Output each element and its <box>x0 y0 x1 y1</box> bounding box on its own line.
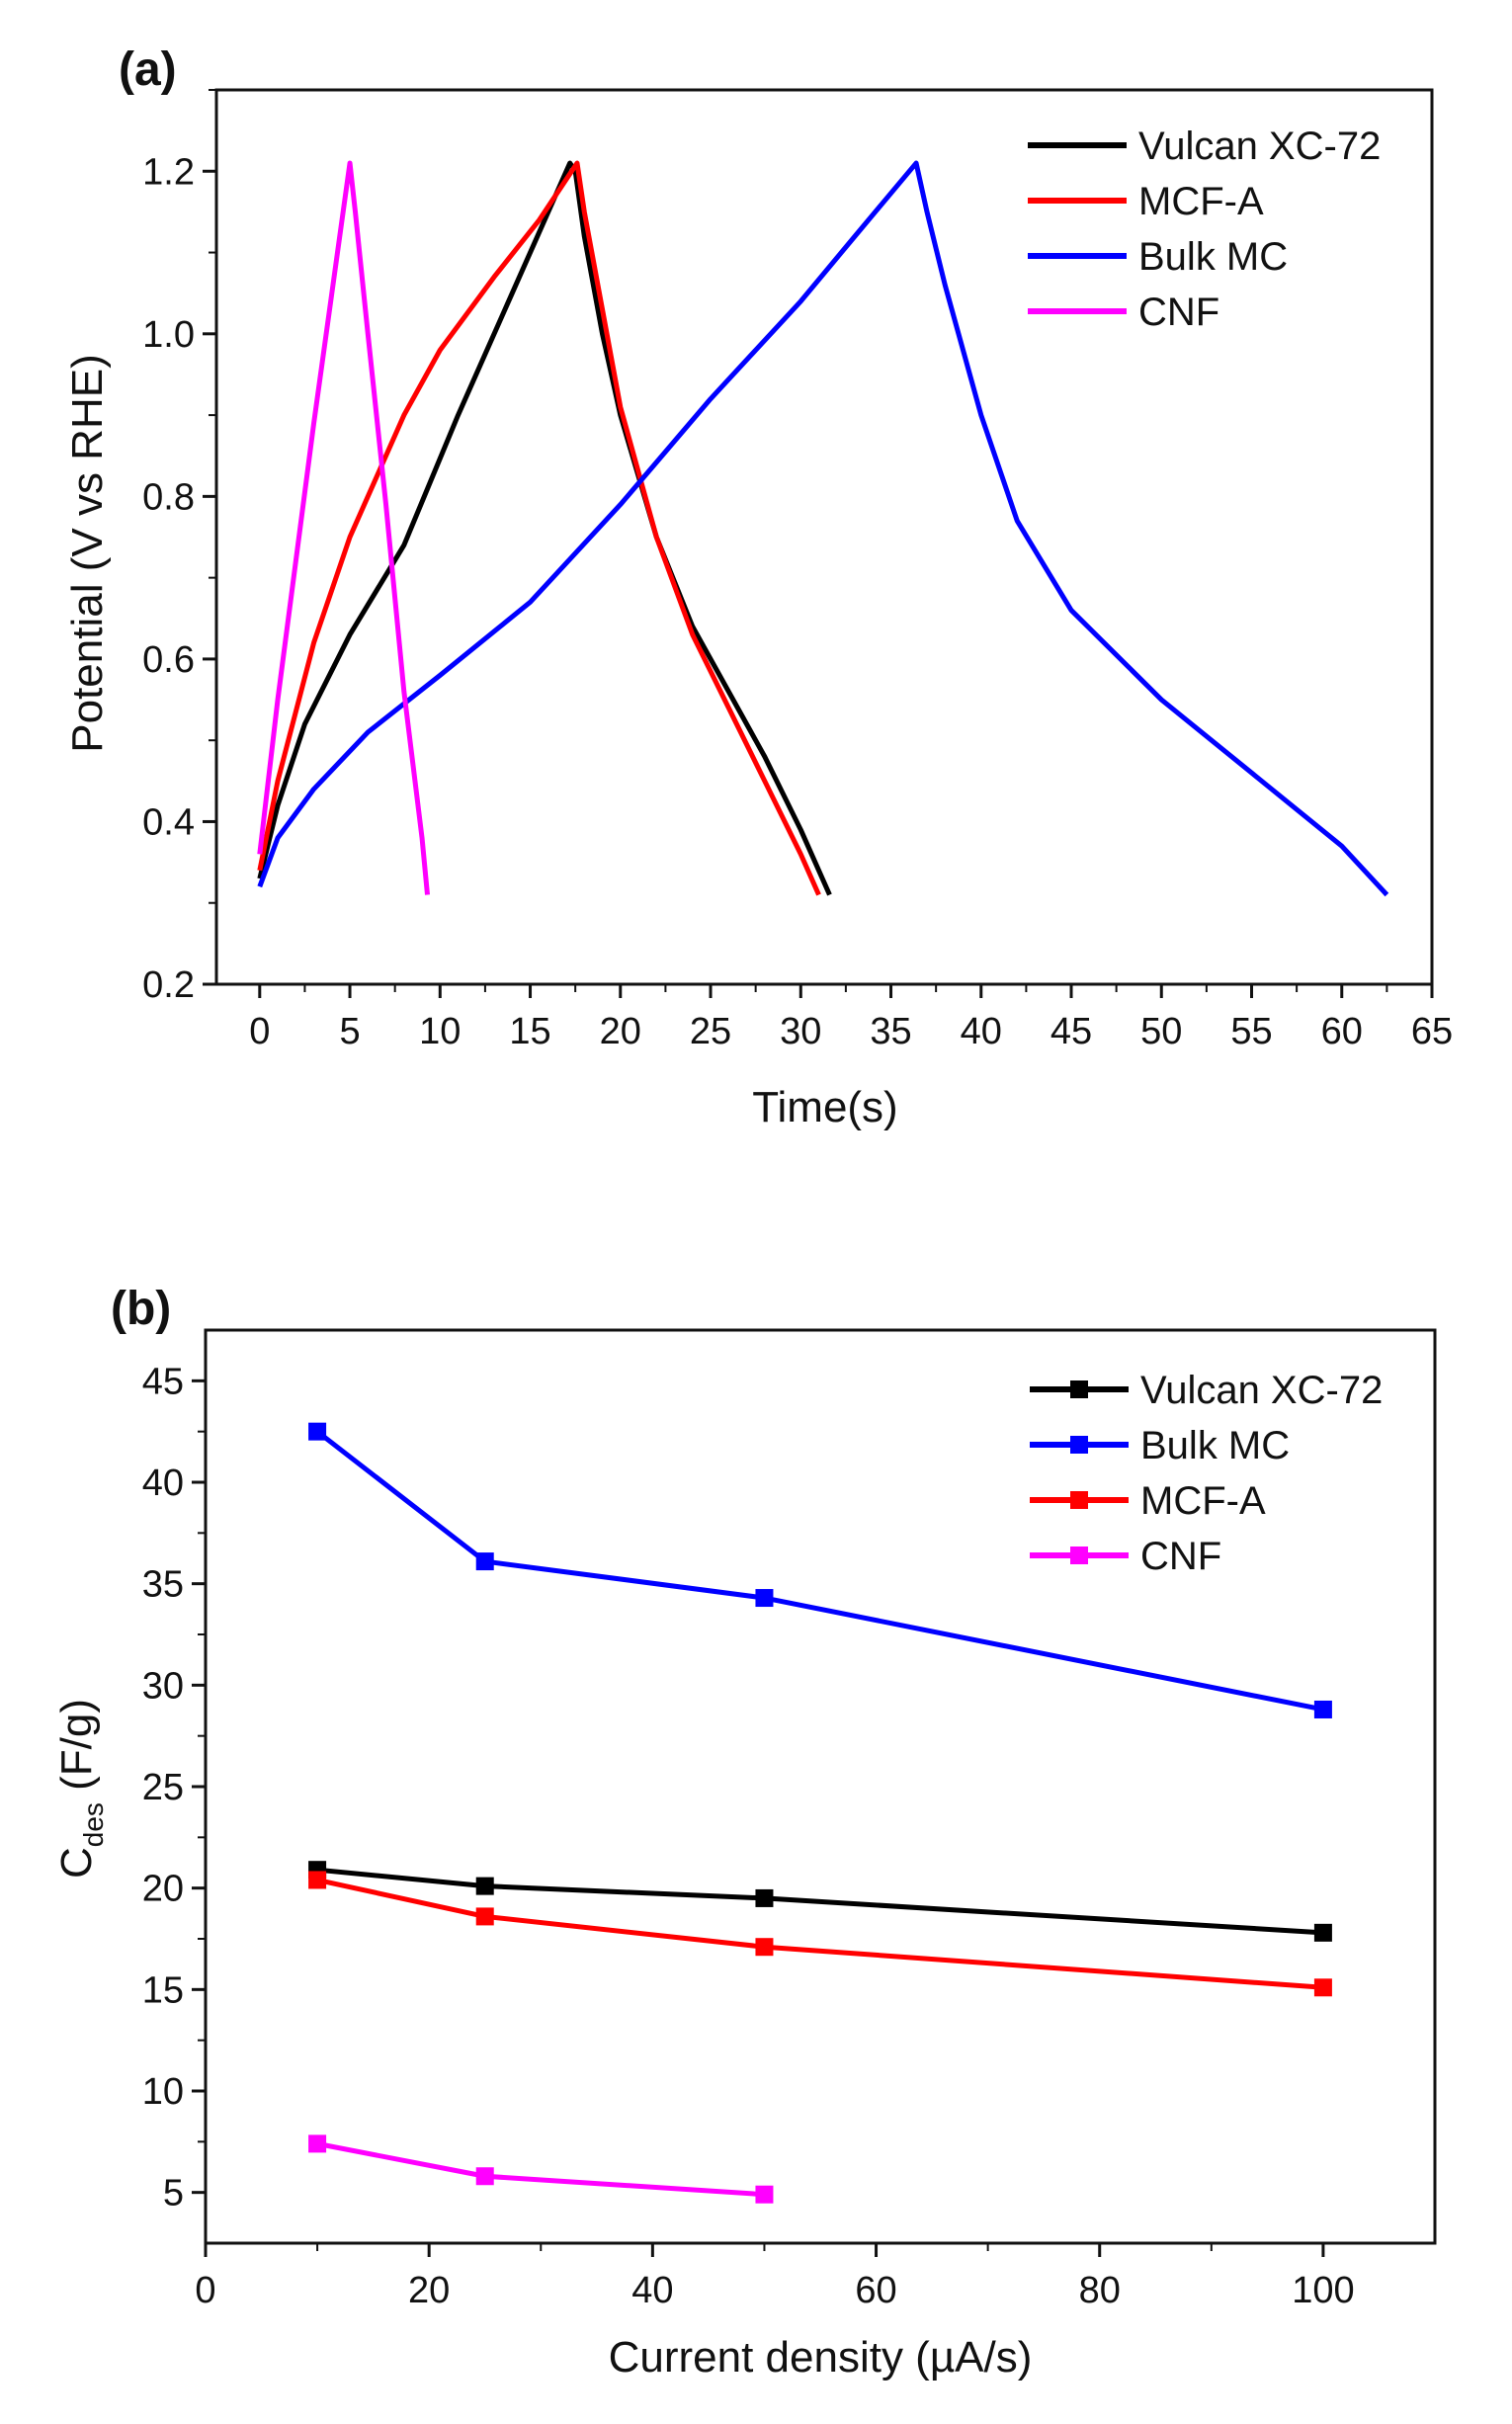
y-tick-label: 1.0 <box>142 314 195 356</box>
legend-label-bulk-mc: Bulk MC <box>1140 1424 1290 1467</box>
y-tick-label: 0.2 <box>142 964 195 1006</box>
y-tick-label: 0.8 <box>142 476 195 518</box>
chart-a-potential-vs-time: (a) Time(s) Potential (V vs RHE) 0 5 10 15 2… <box>63 43 1453 1131</box>
data-point-bulk-mc <box>308 1422 327 1441</box>
data-point-vulcan-xc-72 <box>755 1888 774 1907</box>
legend-label-vulcan-xc-72: Vulcan XC-72 <box>1140 1369 1383 1412</box>
y-tick-label: 20 <box>142 1869 184 1910</box>
y-tick-label: 10 <box>142 2071 184 2113</box>
data-point-mcf-a <box>308 1871 327 1889</box>
x-tick-label: 50 <box>1140 1011 1182 1052</box>
x-tick-label: 0 <box>249 1011 270 1052</box>
y-label-subscript: des <box>78 1802 109 1847</box>
x-tick-label: 10 <box>419 1011 461 1052</box>
y-tick-label: 30 <box>142 1665 184 1707</box>
x-tick-label: 35 <box>870 1011 911 1052</box>
legend-label-cnf: CNF <box>1138 291 1219 334</box>
y-axis-label-b: Cdes (F/g) <box>52 1699 109 1879</box>
legend-marker-mcf-a <box>1070 1491 1088 1509</box>
data-point-bulk-mc <box>1313 1700 1332 1718</box>
data-point-cnf <box>475 2167 494 2186</box>
legend-marker-vulcan-xc-72 <box>1070 1380 1088 1398</box>
x-axis-label-b: Current density (µA/s) <box>609 2333 1033 2382</box>
x-tick-label: 40 <box>961 1011 1002 1052</box>
series-line-mcf-a <box>316 1878 1324 1990</box>
x-tick-label: 0 <box>195 2270 215 2311</box>
panel-label-b: (b) <box>111 1283 171 1335</box>
y-tick-label: 15 <box>142 1969 184 2011</box>
data-point-mcf-a <box>475 1907 494 1926</box>
series-line-bulk-mc <box>315 1429 1324 1713</box>
x-tick-label: 25 <box>690 1011 731 1052</box>
x-tick-label: 60 <box>855 2270 896 2311</box>
plot-frame <box>214 88 1434 986</box>
x-tick-label: 40 <box>631 2270 673 2311</box>
data-point-cnf <box>308 2134 327 2153</box>
y-tick-label: 5 <box>163 2173 184 2215</box>
y-tick-label: 0.4 <box>142 801 195 843</box>
chart-b-capacitance-vs-current-density: (b) Current density (µA/s) Cdes (F/g) 0 2… <box>52 1283 1437 2382</box>
x-tick-label: 20 <box>408 2270 450 2311</box>
series-line-vulcan-xc-72 <box>257 160 832 896</box>
legend-label-cnf: CNF <box>1140 1535 1221 1578</box>
panel-label-a: (a) <box>119 43 177 96</box>
legend-marker-cnf <box>1070 1546 1088 1564</box>
series-line-bulk-mc <box>257 160 1389 897</box>
y-label-main: C <box>52 1847 101 1879</box>
data-point-vulcan-xc-72 <box>1313 1923 1332 1942</box>
series-line-mcf-a <box>257 160 821 896</box>
x-tick-label: 5 <box>339 1011 360 1052</box>
x-tick-label: 60 <box>1321 1011 1363 1052</box>
data-point-cnf <box>755 2185 774 2204</box>
data-point-vulcan-xc-72 <box>475 1877 494 1895</box>
x-tick-label: 20 <box>600 1011 641 1052</box>
x-tick-label: 55 <box>1230 1011 1272 1052</box>
legend-label-mcf-a: MCF-A <box>1138 180 1264 223</box>
y-axis-label-a: Potential (V vs RHE) <box>63 354 112 752</box>
y-tick-label: 1.2 <box>142 151 195 193</box>
x-tick-label: 30 <box>780 1011 821 1052</box>
data-point-mcf-a <box>755 1938 774 1957</box>
x-axis-label-a: Time(s) <box>752 1083 897 1131</box>
x-tick-label: 45 <box>1050 1011 1092 1052</box>
y-tick-label: 35 <box>142 1564 184 1606</box>
data-point-bulk-mc <box>475 1552 494 1571</box>
legend-label-mcf-a: MCF-A <box>1140 1479 1266 1523</box>
series-line-cnf <box>316 2140 765 2198</box>
legend-label-bulk-mc: Bulk MC <box>1138 235 1288 279</box>
y-label-unit: (F/g) <box>52 1699 101 1802</box>
y-tick-label: 40 <box>142 1463 184 1504</box>
series-line-vulcan-xc-72 <box>316 1867 1324 1936</box>
x-tick-label: 100 <box>1292 2270 1354 2311</box>
data-point-mcf-a <box>1313 1978 1332 1997</box>
y-tick-label: 45 <box>142 1361 184 1402</box>
legend-label-vulcan-xc-72: Vulcan XC-72 <box>1138 125 1381 168</box>
x-tick-label: 65 <box>1411 1011 1453 1052</box>
series-line-cnf <box>257 160 431 895</box>
data-point-bulk-mc <box>755 1589 774 1608</box>
y-tick-label: 25 <box>142 1767 184 1808</box>
legend-marker-bulk-mc <box>1070 1436 1088 1454</box>
x-tick-label: 15 <box>509 1011 550 1052</box>
y-tick-label: 0.6 <box>142 639 195 681</box>
x-tick-label: 80 <box>1079 2270 1121 2311</box>
